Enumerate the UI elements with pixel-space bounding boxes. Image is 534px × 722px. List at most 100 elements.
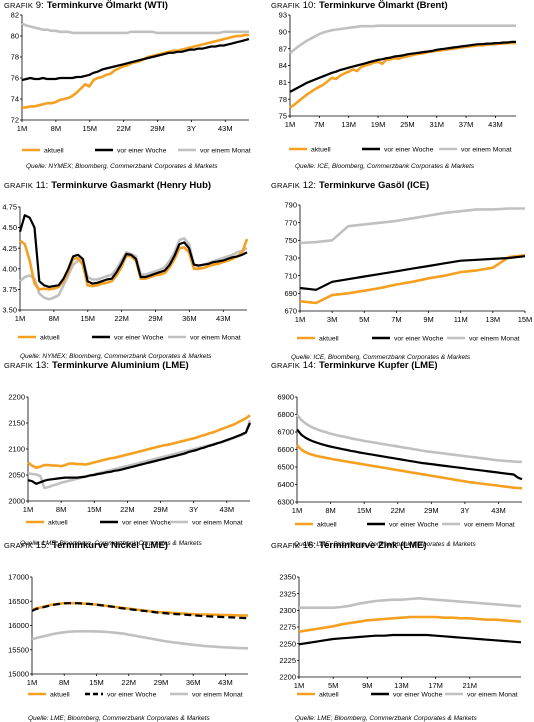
x-tick-label: 1M — [292, 506, 302, 515]
source-note: Quelle: LME; Bloomberg, Commerzbank Corp… — [20, 540, 202, 547]
figure-number: 10: — [300, 0, 316, 11]
y-tick-label: 2250 — [279, 639, 296, 648]
series-line-woche — [18, 214, 248, 288]
x-tick-label: 8M — [325, 506, 335, 515]
x-tick-label: 22M — [116, 124, 131, 133]
y-tick-label: 16000 — [8, 621, 29, 630]
series-line-monat — [21, 22, 249, 35]
legend-label-monat: vor einem Monat — [467, 692, 518, 699]
chart-panel-g16: GRAFIK 16: Terminkurve Zink (LME) 2200 2225… — [267, 540, 534, 722]
legend-label-monat: vor einem Monat — [190, 335, 241, 342]
series-line-woche — [289, 40, 516, 93]
y-tick-label: 6800 — [277, 410, 294, 419]
x-tick-label: 36M — [182, 314, 197, 323]
source-note: Quelle: LME; Bloomberg, Commerzbank Corp… — [28, 715, 210, 722]
legend-label-aktuell: aktuell — [44, 148, 64, 155]
y-tick-label: 6600 — [277, 445, 294, 454]
y-tick-label: 17000 — [8, 573, 29, 582]
x-tick-label: 43M — [218, 678, 233, 687]
legend-label-aktuell: aktuell — [319, 336, 339, 343]
figure-prefix: GRAFIK — [4, 1, 34, 10]
y-tick-label: 2300 — [279, 606, 296, 615]
x-tick-label: 8M — [59, 678, 69, 687]
y-tick-label: 15500 — [8, 645, 29, 654]
legend-label-aktuell: aktuell — [311, 147, 331, 154]
source-note: Quelle: ICE, Bloomberg, Commerzbank Corp… — [295, 163, 475, 170]
legend-label-woche: vor einer Woche — [384, 147, 434, 154]
y-tick-label: 6900 — [277, 393, 294, 402]
x-tick-label: 19M — [371, 120, 386, 129]
chart-svg: 2000 2050 2100 2150 2200 1M 8M 15M 22M 29M 3Y 43M ak… — [8, 393, 252, 527]
x-tick-label: 3Y — [187, 124, 196, 133]
series-line-woche — [296, 428, 523, 481]
legend-label-monat: vor einem Monat — [192, 520, 243, 527]
series-line-monat — [289, 24, 516, 55]
legend-label-monat: vor einem Monat — [200, 148, 251, 155]
y-tick-label: 4.00 — [2, 264, 17, 273]
y-tick-label: 84 — [279, 61, 287, 70]
chart-panel-g12: GRAFIK 12: Terminkurve Gasöl (ICE) 670 690 7… — [267, 180, 534, 361]
x-tick-label: 1M — [27, 678, 37, 687]
chart-svg: 6300 6400 6500 6600 6700 6800 6900 1M 8M 15M 22M 29… — [277, 393, 523, 529]
x-tick-label: 43M — [220, 505, 235, 514]
figure-number: 13: — [33, 360, 49, 371]
x-tick-label: 43M — [216, 314, 231, 323]
y-tick-label: 4.50 — [2, 223, 17, 232]
x-tick-label: 15M — [87, 505, 102, 514]
x-tick-label: 1M — [15, 314, 25, 323]
figure-title-text: Terminkurve Ölmarkt (WTI) — [46, 0, 168, 11]
chart-panel-g13: GRAFIK 13: Terminkurve Aluminium (LME) 200… — [0, 360, 267, 547]
x-tick-label: 1M — [17, 124, 27, 133]
x-tick-label: 15M — [518, 315, 533, 324]
source-note: Quelle: NYMEX; Bloomberg, Commerzbank Co… — [26, 163, 218, 170]
figure-prefix: GRAFIK — [271, 1, 301, 10]
chart-title: GRAFIK 12: Terminkurve Gasöl (ICE) — [271, 180, 429, 191]
y-tick-label: 3.75 — [2, 285, 17, 294]
y-tick-label: 16500 — [8, 597, 29, 606]
x-tick-label: 31M — [429, 120, 444, 129]
figure-title-text: Terminkurve Gasmarkt (Henry Hub) — [51, 180, 212, 191]
x-tick-label: 29M — [154, 678, 169, 687]
y-tick-label: 710 — [284, 271, 297, 280]
figure-prefix: GRAFIK — [271, 181, 301, 190]
chart-title: GRAFIK 13: Terminkurve Aluminium (LME) — [4, 360, 189, 371]
chart-panel-g9: GRAFIK 9: Terminkurve Ölmarkt (WTI) 72 74 76… — [0, 0, 267, 180]
x-tick-label: 36M — [186, 678, 201, 687]
y-tick-label: 78 — [279, 95, 287, 104]
x-tick-label: 9M — [362, 681, 372, 690]
x-tick-label: 15M — [82, 124, 97, 133]
x-tick-label: 7M — [314, 120, 324, 129]
figure-number: 14: — [300, 360, 316, 371]
series-line-woche — [299, 255, 526, 291]
x-tick-label: 11M — [454, 315, 468, 324]
x-tick-label: 5M — [359, 315, 369, 324]
y-tick-label: 790 — [284, 201, 297, 210]
y-tick-label: 2200 — [279, 673, 296, 682]
x-tick-label: 3Y — [460, 506, 469, 515]
figure-prefix: GRAFIK — [4, 181, 34, 190]
y-tick-label: 6500 — [277, 463, 294, 472]
chart-panel-g11: GRAFIK 11: Terminkurve Gasmarkt (Henry Hu… — [0, 180, 267, 360]
chart-title: GRAFIK 9: Terminkurve Ölmarkt (WTI) — [4, 0, 168, 11]
chart-panel-g15: GRAFIK 15: Terminkurve Nickel (LME) 15000 1… — [0, 540, 267, 722]
series-line-woche — [298, 633, 522, 646]
legend-label-monat: vor einem Monat — [464, 522, 515, 529]
source-note: Quelle: LME; Bloomberg, Commerzbank Corp… — [295, 715, 477, 722]
figure-title-text: Terminkurve Zink (LME) — [318, 540, 427, 551]
figure-title-text: Terminkurve Ölmarkt (Brent) — [318, 0, 448, 11]
y-tick-label: 75 — [279, 112, 287, 121]
chart-title: GRAFIK 15: Terminkurve Nickel (LME) — [4, 540, 168, 551]
x-tick-label: 5M — [328, 681, 338, 690]
x-tick-label: 3Y — [189, 505, 198, 514]
figure-prefix: GRAFIK — [271, 541, 301, 550]
series-line-woche — [31, 602, 249, 620]
y-tick-label: 2150 — [8, 419, 25, 428]
x-tick-label: 3M — [327, 315, 337, 324]
x-tick-label: 1M — [285, 120, 295, 129]
y-tick-label: 3.50 — [2, 306, 17, 315]
figure-title-text: Terminkurve Aluminium (LME) — [51, 360, 189, 371]
legend-label-monat: vor einem Monat — [461, 147, 512, 154]
y-tick-label: 80 — [11, 32, 19, 41]
y-tick-label: 82 — [11, 11, 19, 20]
series-line-monat — [299, 207, 525, 245]
